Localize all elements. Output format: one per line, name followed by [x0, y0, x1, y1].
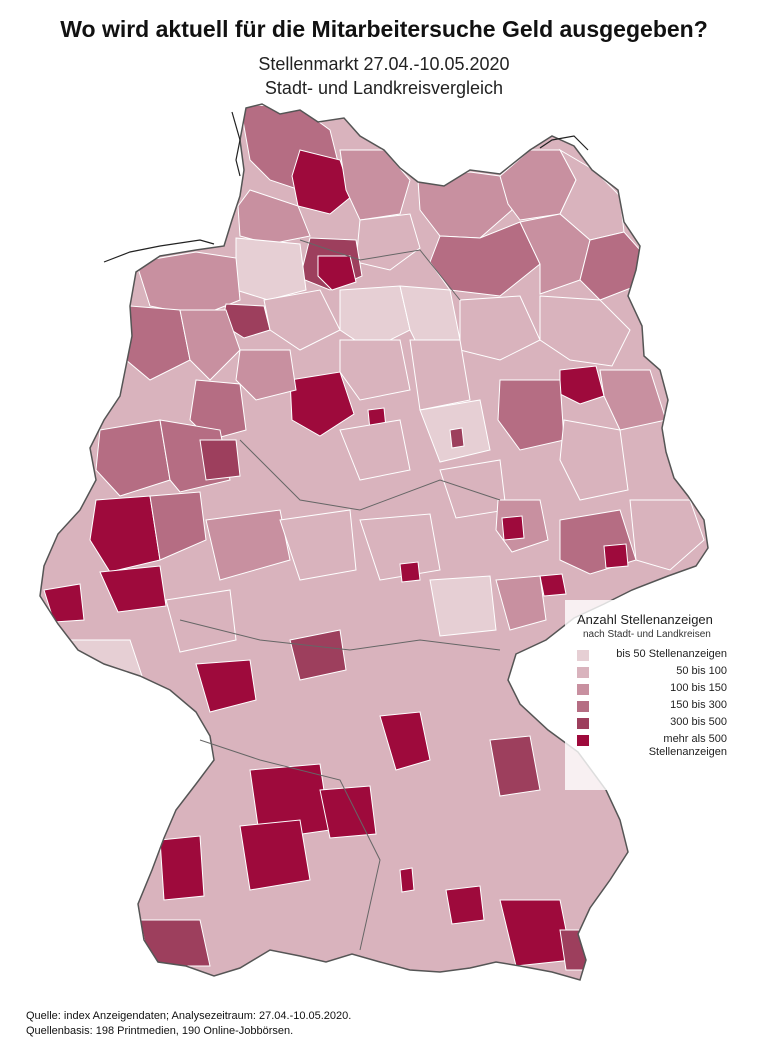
district-borken	[95, 419, 171, 497]
legend-swatch-class-4	[577, 701, 589, 712]
district-oder-spree	[599, 369, 667, 431]
district-augsburg	[399, 867, 415, 893]
legend-item-class-2: 50 bis 100	[577, 665, 737, 681]
district-nuernberg	[379, 711, 431, 771]
district-erfurt	[399, 561, 421, 583]
east-frisian-islands	[103, 239, 215, 263]
district-siegen	[165, 589, 237, 653]
map-subtitle-comparison: Stadt- und Landkreisvergleich	[264, 78, 504, 98]
state-border-south-middle	[179, 619, 501, 651]
state-border-bw-bavaria	[199, 739, 381, 951]
legend-label-class-4: 150 bis 300	[670, 699, 727, 711]
district-nienburg	[235, 349, 297, 401]
district-cuxhaven	[235, 237, 307, 301]
legend-swatch-class-2	[577, 667, 589, 678]
legend-swatch-class-3	[577, 684, 589, 695]
legend-subtitle: nach Stadt- und Landkreisen	[583, 629, 711, 640]
district-frankfurt-main	[195, 659, 257, 713]
source-line-2: Quellenbasis: 198 Printmedien, 190 Onlin…	[26, 1025, 294, 1037]
legend-title: Anzahl Stellenanzeigen	[577, 612, 713, 627]
district-aachen	[43, 583, 85, 623]
district-leipzig	[501, 515, 525, 541]
legend-item-class-1: bis 50 Stellenanzeigen	[577, 648, 737, 664]
north-frisian-islands	[231, 111, 241, 177]
district-uckermark	[539, 295, 631, 367]
district-regensburg	[489, 735, 541, 797]
district-nordwestmecklenburg	[417, 171, 513, 239]
map-subtitle-period: Stellenmarkt 27.04.-10.05.2020	[258, 54, 510, 74]
map-legend: Anzahl Stellenanzeigen nach Stadt- und L…	[565, 600, 740, 790]
legend-label-class-2: 50 bis 100	[676, 665, 727, 677]
legend-item-class-3: 100 bis 150	[577, 682, 737, 698]
district-cloppenburg	[179, 309, 241, 381]
district-rotenburg	[263, 289, 341, 351]
district-dresden	[603, 543, 629, 569]
district-rendsburg	[291, 149, 353, 215]
ruegen-coast	[539, 135, 589, 151]
district-tuebingen	[239, 819, 311, 891]
legend-item-class-4: 150 bis 300	[577, 699, 737, 715]
district-hochsauerland	[205, 509, 291, 581]
district-hildesheim	[339, 419, 411, 481]
district-aurich	[135, 251, 241, 317]
district-koeln	[99, 565, 167, 613]
district-saale-holzland	[429, 575, 497, 637]
district-chemnitz	[539, 573, 567, 597]
coastline-islands	[103, 111, 589, 263]
district-muenchen-land	[445, 885, 485, 925]
district-dahme-spreewald	[559, 419, 629, 501]
district-ostalbkreis	[319, 785, 377, 839]
legend-label-class-1: bis 50 Stellenanzeigen	[616, 648, 727, 660]
district-kassel	[279, 509, 357, 581]
source-line-1: Quelle: index Anzeigendaten; Analysezeit…	[26, 1010, 352, 1022]
district-magdeburg	[449, 427, 465, 449]
district-goerlitz	[629, 499, 705, 571]
legend-swatch-class-5	[577, 718, 589, 729]
germany-outline	[39, 103, 709, 981]
legend-label-class-5: 300 bis 500	[670, 716, 727, 728]
district-altmarkkreis	[409, 339, 471, 411]
district-giessen	[289, 629, 347, 681]
district-zwickau	[495, 575, 547, 631]
map-title: Wo wird aktuell für die Mitarbeitersuche…	[60, 16, 708, 42]
state-border-north	[299, 239, 461, 301]
legend-label-class-6-line2: Stellenanzeigen	[648, 746, 727, 758]
state-border-middle	[239, 439, 501, 511]
district-duesseldorf-ruhr	[89, 495, 161, 573]
legend-swatch-class-6	[577, 735, 589, 746]
legend-label-class-6: mehr als 500	[663, 733, 727, 745]
legend-label-class-3: 100 bis 150	[670, 682, 727, 694]
district-eichsfeld	[359, 513, 441, 581]
district-freiburg	[159, 835, 205, 901]
legend-item-class-6: mehr als 500 Stellenanzeigen	[577, 733, 737, 763]
district-loerrach	[139, 919, 211, 967]
district-potsdam-mittelmark	[497, 379, 565, 451]
district-bielefeld	[199, 439, 241, 481]
district-dortmund	[149, 491, 207, 561]
district-hannover	[289, 371, 355, 437]
legend-item-class-5: 300 bis 500	[577, 716, 737, 732]
district-hamburg	[317, 255, 357, 291]
legend-swatch-class-1	[577, 650, 589, 661]
district-layer	[40, 104, 708, 980]
district-celle	[339, 339, 411, 401]
district-osnabrueck	[189, 379, 247, 441]
